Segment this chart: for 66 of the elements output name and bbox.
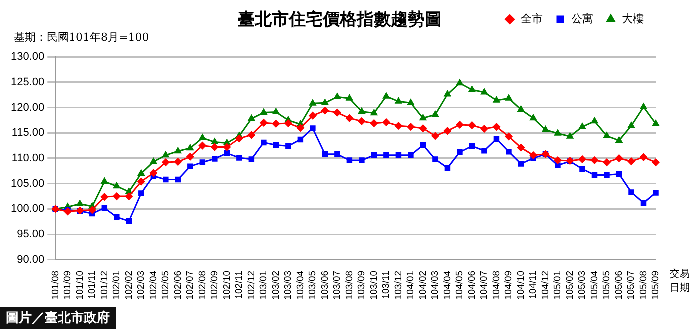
x-tick-label: 104/01 (406, 270, 417, 300)
y-tick-label: 100.00 (10, 203, 45, 216)
x-tick-label: 103/04 (295, 270, 306, 300)
x-tick-label: 103/12 (393, 270, 404, 300)
x-tick-label: 104/04 (442, 270, 454, 300)
text: 基期：民國101年8月=100 (14, 30, 150, 45)
x-tick-label: 101/12 (99, 270, 110, 300)
x-tick-label: 104/10 (516, 270, 527, 300)
y-tick-label: 115.00 (12, 127, 45, 140)
x-tick-label: 102/10 (222, 270, 233, 300)
y-tick-label: 105.00 (10, 178, 45, 190)
y-tick-label: 125.00 (10, 76, 45, 88)
x-axis-title: 交易日期 (669, 268, 691, 296)
legend-label: 全市 (521, 12, 543, 26)
y-tick-label: 90.00 (17, 254, 45, 266)
x-tick-label: 103/07 (332, 270, 344, 300)
x-tick-label: 102/01 (112, 270, 123, 300)
x-tick-label: 102/02 (124, 270, 135, 300)
x-tick-label: 102/04 (148, 270, 160, 300)
x-tick-label: 105/06 (614, 270, 625, 300)
x-tick-label: 102/03 (136, 270, 148, 300)
x-tick-label: 102/09 (210, 270, 221, 300)
x-tick-label: 104/11 (528, 270, 540, 300)
x-tick-label: 102/12 (246, 270, 258, 300)
x-tick-label: 101/09 (62, 270, 74, 300)
x-tick-label: 104/06 (466, 270, 478, 300)
x-tick-label: 103/03 (283, 270, 294, 300)
x-tick-label: 105/07 (626, 270, 638, 300)
x-tick-label: 102/06 (172, 270, 184, 300)
y-tick-label: 130.00 (10, 51, 45, 64)
x-tick-label: 102/11 (234, 270, 246, 300)
x-tick-label: 105/05 (602, 270, 613, 300)
x-tick-label: 104/03 (430, 270, 442, 300)
x-tick-label: 103/11 (381, 270, 392, 300)
x-tick-label: 103/01 (258, 270, 270, 300)
x-tick-label: 104/07 (479, 270, 490, 300)
text: 圖片／臺北市政府 (0, 307, 116, 329)
legend-label: 公寓 (572, 12, 594, 26)
x-tick-label: 104/05 (454, 270, 466, 300)
x-tick-label: 105/08 (638, 270, 650, 300)
legend-label: 大樓 (622, 12, 644, 26)
x-tick-label: 105/09 (650, 270, 662, 300)
x-tick-label: 103/08 (344, 270, 356, 300)
x-tick-label: 105/04 (589, 270, 600, 300)
x-tick-label: 105/01 (552, 270, 564, 300)
y-tick-label: 120.00 (10, 102, 45, 114)
x-tick-label: 103/09 (356, 270, 368, 300)
x-tick-label: 103/06 (320, 270, 331, 300)
x-tick-label: 104/12 (540, 270, 552, 300)
x-tick-label: 102/08 (197, 270, 208, 300)
x-tick-label: 104/02 (418, 270, 429, 300)
x-tick-label: 101/10 (74, 270, 86, 300)
x-tick-label: 101/08 (50, 270, 62, 300)
y-tick-label: 95.00 (17, 228, 45, 241)
x-tick-label: 101/11 (87, 270, 98, 300)
x-tick-label: 105/02 (564, 270, 576, 300)
x-tick-label: 102/07 (185, 270, 196, 300)
x-tick-label: 104/08 (491, 270, 502, 300)
x-tick-label: 102/05 (160, 270, 172, 300)
y-tick-label: 110.00 (12, 152, 45, 165)
x-tick-label: 104/09 (504, 270, 515, 300)
x-tick-label: 105/03 (577, 270, 588, 300)
chart-title: 臺北市住宅價格指數趨勢圖 (237, 9, 443, 31)
x-tick-label: 103/05 (308, 270, 319, 300)
x-tick-label: 103/10 (368, 270, 380, 300)
x-tick-label: 103/02 (270, 270, 282, 300)
